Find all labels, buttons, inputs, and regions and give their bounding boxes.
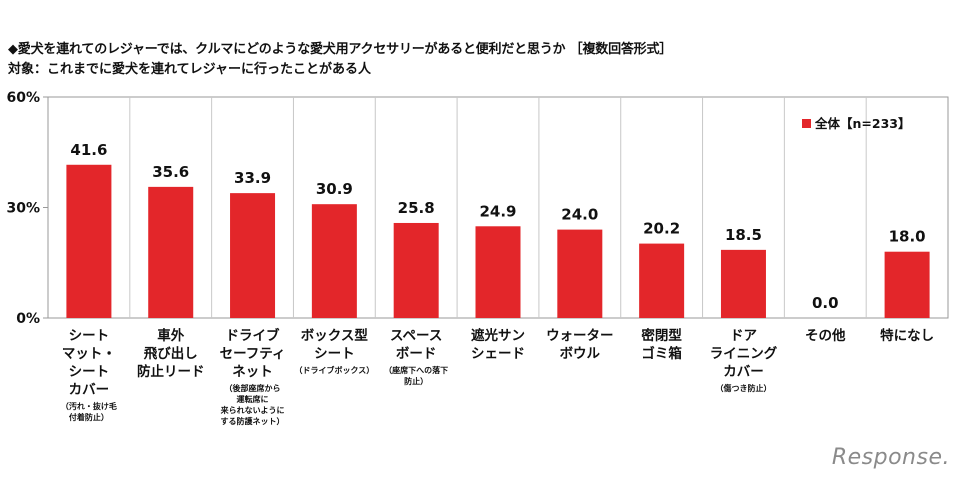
category-note: 付着防止）	[69, 412, 109, 422]
data-label: 41.6	[70, 141, 107, 159]
data-label: 24.9	[479, 202, 516, 220]
category-note: 防止）	[404, 376, 428, 386]
bar	[475, 226, 521, 318]
y-tick-label: 60%	[6, 90, 40, 106]
category-label: スペース	[390, 328, 442, 344]
category-label: ウォーター	[546, 328, 614, 344]
category-note: （ドライブボックス）	[294, 365, 374, 375]
bar	[884, 251, 930, 318]
bar	[639, 243, 685, 318]
bar	[393, 222, 439, 318]
data-label: 18.0	[889, 228, 926, 246]
data-label: 25.8	[398, 199, 435, 217]
category-note: する防護ネット）	[221, 416, 285, 426]
chart-subtitle: 対象：これまでに愛犬を連れてレジャーに行ったことがある人	[8, 62, 371, 77]
category-label: 特になし	[880, 327, 934, 344]
category-note: （座席下への落下	[384, 365, 448, 375]
bar	[311, 204, 357, 318]
data-label: 33.9	[234, 169, 271, 187]
category-label: ネット	[232, 364, 273, 380]
y-tick-label: 0%	[16, 311, 40, 327]
category-note: 来られないように	[220, 405, 285, 415]
category-label: ボウル	[560, 346, 601, 362]
category-note: （傷つき防止）	[715, 383, 771, 393]
category-label: その他	[805, 327, 846, 344]
category-label: 車外	[157, 327, 184, 344]
category-label: カバー	[723, 364, 764, 380]
legend-swatch	[802, 119, 811, 128]
data-label: 35.6	[152, 163, 189, 181]
category-label: 遮光サン	[471, 327, 525, 344]
category-label: マット・	[62, 346, 116, 362]
bar	[720, 249, 766, 318]
category-label: ゴミ箱	[641, 345, 682, 362]
category-label: ボード	[396, 346, 437, 362]
bar	[148, 186, 194, 318]
category-label: 飛び出し	[143, 345, 198, 362]
category-label: シート	[69, 364, 110, 380]
category-label: シート	[69, 328, 110, 344]
category-note: （汚れ・抜け毛	[61, 401, 117, 411]
category-label: カバー	[69, 382, 110, 398]
data-label: 30.9	[316, 180, 353, 198]
category-note: （後部座席から	[225, 383, 281, 393]
category-label: シェード	[471, 346, 525, 362]
chart-title: ◆愛犬を連れてのレジャーでは、クルマにどのような愛犬用アクセサリーがあると便利だ…	[8, 42, 673, 57]
category-label: 密閉型	[640, 327, 682, 344]
response-watermark: Response.	[831, 445, 950, 470]
bar	[230, 193, 276, 318]
category-label: ドア	[730, 328, 757, 344]
legend-label: 全体【n=233】	[814, 116, 910, 131]
bar	[557, 229, 603, 318]
category-label: ライニング	[710, 345, 778, 362]
category-label: ドライブ	[226, 327, 280, 344]
category-label: 防止リード	[137, 363, 205, 380]
category-note: 運転席に	[237, 394, 269, 404]
data-label: 18.5	[725, 226, 762, 244]
y-tick-label: 30%	[6, 201, 40, 217]
category-label: ボックス型	[301, 327, 369, 344]
data-label: 0.0	[812, 294, 839, 312]
bar	[66, 164, 112, 318]
category-label: セーフティ	[220, 346, 286, 362]
category-label: シート	[314, 346, 355, 362]
data-label: 20.2	[643, 220, 680, 238]
data-label: 24.0	[561, 206, 598, 224]
